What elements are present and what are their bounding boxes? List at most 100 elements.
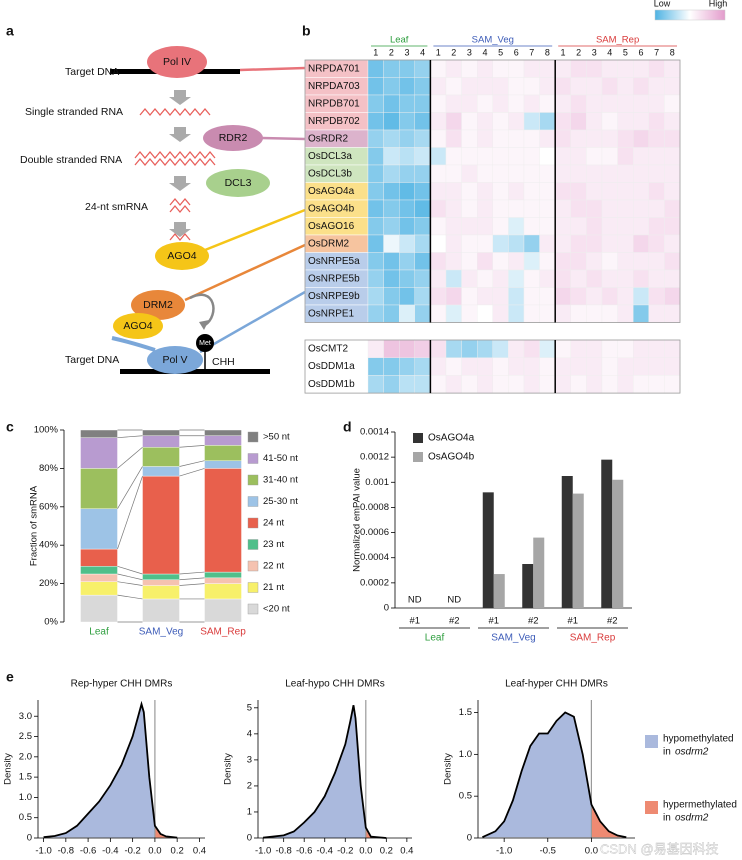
y-tick-label: 20% [39, 578, 59, 589]
heatmap-cell [555, 234, 572, 253]
heatmap-cell [648, 182, 665, 201]
legend-label: osdrm2 [675, 813, 709, 824]
heatmap-cell [617, 182, 634, 201]
legend-label: 21 nt [263, 582, 284, 593]
bar-segment [204, 598, 242, 623]
heatmap-cell [601, 59, 618, 78]
heatmap-cell [617, 269, 634, 288]
heatmap-cell [664, 182, 681, 201]
bar-segment [80, 573, 118, 582]
heatmap-cell [492, 357, 509, 376]
heatmap-cell [383, 77, 400, 96]
heatmap-cell [586, 287, 603, 306]
bar-segment [204, 583, 242, 600]
y-tick-label: 2.0 [19, 751, 32, 762]
column-label: 3 [592, 47, 597, 57]
heatmap-cell [508, 59, 525, 78]
bar-segment [142, 447, 180, 467]
bar-segment [80, 468, 118, 509]
flow-arrow [169, 222, 191, 237]
heatmap-cell [539, 112, 556, 131]
heatmap-cell [555, 217, 572, 236]
bar-segment [204, 460, 242, 469]
heatmap-cell [586, 94, 603, 113]
legend-swatch [247, 431, 259, 443]
heatmap-cell [477, 252, 494, 271]
heatmap-cell [367, 287, 384, 306]
bar-segment [142, 573, 180, 580]
heatmap-cell [461, 77, 478, 96]
row-label: OsDCL3b [308, 168, 352, 179]
rna [134, 157, 216, 167]
column-label: 4 [482, 47, 487, 57]
bar-segment [142, 585, 180, 600]
row-label: OsAGO4b [308, 203, 355, 214]
group-label: SAM_Veg [491, 633, 535, 644]
heatmap-cell [383, 375, 400, 394]
heatmap-cell [399, 357, 416, 376]
heatmap-cell [633, 147, 650, 166]
heatmap-cell [633, 199, 650, 218]
heatmap-cell [617, 287, 634, 306]
heatmap-cell [586, 269, 603, 288]
rdr2-shape [203, 125, 263, 151]
heatmap-cell [570, 269, 587, 288]
y-tick-label: 0% [44, 617, 58, 628]
x-tick-label: 0.2 [380, 846, 393, 857]
heatmap-cell [367, 357, 384, 376]
heatmap-cell [555, 269, 572, 288]
heatmap-cell [367, 217, 384, 236]
legend-high: High [709, 0, 728, 8]
label: RDR2 [219, 132, 248, 144]
y-axis-label: Normalized emPAI value [352, 468, 363, 572]
heatmap-cell [367, 269, 384, 288]
legend-label: 23 nt [263, 539, 284, 550]
heatmap-cell [492, 112, 509, 131]
met-circle [196, 334, 214, 352]
heatmap-cell [414, 252, 431, 271]
legend-label: <20 nt [263, 604, 290, 615]
heatmap-cell [492, 287, 509, 306]
heatmap-cell [601, 77, 618, 96]
heatmap-cell [399, 112, 416, 131]
bar-segment [204, 571, 242, 579]
bar-segment [204, 468, 242, 573]
label: DRM2 [143, 299, 173, 311]
heatmap-cell [523, 304, 540, 323]
heatmap-cell [383, 287, 400, 306]
heatmap-cell [414, 339, 431, 358]
heatmap-cell [664, 304, 681, 323]
bar [572, 493, 584, 608]
heatmap-cell [508, 287, 525, 306]
legend-swatch [645, 735, 658, 748]
column-label: 5 [498, 47, 503, 57]
heatmap-cell [570, 217, 587, 236]
bar-segment [80, 508, 118, 550]
heatmap-cell [461, 129, 478, 148]
heatmap-cell [445, 269, 462, 288]
label: Pol V [162, 354, 187, 366]
flow-arrow [169, 127, 191, 142]
y-tick-label: 2.5 [19, 731, 32, 742]
heatmap-cell [445, 77, 462, 96]
row-label: NRPDB702 [308, 116, 360, 127]
bar-segment [80, 581, 118, 596]
heatmap-cell [664, 77, 681, 96]
group-label: SAM_Rep [596, 35, 639, 46]
panel-label: c [6, 419, 14, 435]
heatmap-cell [586, 164, 603, 183]
heatmap-cell [617, 147, 634, 166]
x-tick-label: -0.6 [296, 846, 312, 857]
legend-label: OsAGO4a [428, 433, 475, 444]
heatmap-cell [539, 182, 556, 201]
heatmap-cell [523, 129, 540, 148]
heatmap-cell [383, 217, 400, 236]
y-tick-label: 0.0008 [360, 502, 389, 513]
heatmap-cell [523, 234, 540, 253]
heatmap-cell [430, 217, 447, 236]
y-tick-label: 40% [39, 540, 59, 551]
heatmap-cell [539, 129, 556, 148]
y-tick-label: 100% [34, 425, 59, 436]
x-tick-label: -1.0 [255, 846, 271, 857]
connector [117, 447, 143, 469]
